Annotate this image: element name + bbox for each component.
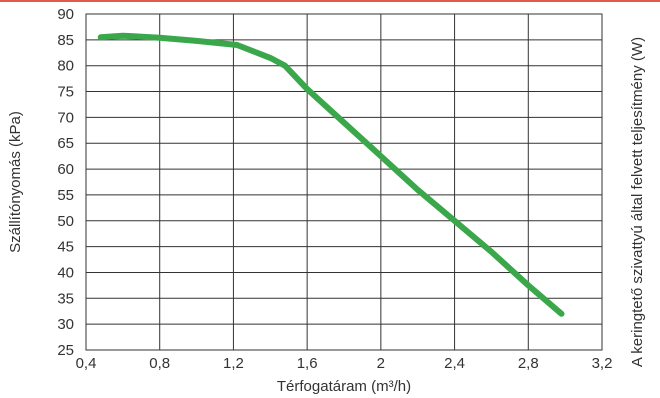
series-point	[558, 311, 564, 317]
series-point	[157, 35, 163, 41]
x-tick-label: 2	[377, 355, 385, 372]
y-tick-label: 85	[57, 32, 74, 49]
series-layer	[97, 32, 565, 317]
y-tick-label: 90	[57, 6, 74, 23]
y-tick-label: 45	[57, 239, 74, 256]
y-tick-label: 60	[57, 161, 74, 178]
x-tick-label: 3,2	[592, 355, 613, 372]
series-point	[525, 282, 531, 288]
x-axis-label: Térfogatáram (m³/h)	[277, 378, 411, 395]
plot-frame	[85, 13, 603, 351]
y-axis-label: Szállítónyomás (kPa)	[7, 111, 24, 253]
series-point	[378, 153, 384, 159]
series-point	[282, 63, 288, 69]
y-tick-label: 65	[57, 135, 74, 152]
series-point	[267, 55, 273, 61]
series-point	[415, 187, 421, 193]
series-point	[304, 86, 310, 92]
y-tick-label: 25	[57, 342, 74, 359]
series-point	[341, 120, 347, 126]
x-axis-ticks: 0,4 0,8 1,2 1,6 2 2,4 2,8 3,2	[76, 355, 613, 372]
y-tick-label: 30	[57, 316, 74, 333]
y-tick-label: 50	[57, 213, 74, 230]
y2-axis-label: A keringtető szivattyú által felvett tel…	[629, 37, 646, 367]
grid	[85, 13, 603, 351]
series-point	[98, 34, 104, 40]
y-tick-label: 75	[57, 84, 74, 101]
series-point	[234, 42, 240, 48]
series-point	[452, 218, 458, 224]
x-tick-label: 1,2	[223, 355, 244, 372]
x-tick-label: 0,8	[149, 355, 170, 372]
y-axis-ticks: 25 30 35 40 45 50 55 60 65 70 75 80 85 90	[57, 6, 74, 359]
y-tick-label: 40	[57, 264, 74, 281]
x-tick-label: 2,8	[518, 355, 539, 372]
x-tick-label: 0,4	[76, 355, 97, 372]
series-point	[120, 33, 126, 39]
y-tick-label: 35	[57, 290, 74, 307]
series-point	[194, 38, 200, 44]
y-tick-label: 80	[57, 58, 74, 75]
top-accent-line	[0, 0, 660, 2]
x-tick-label: 2,4	[444, 355, 465, 372]
y-tick-label: 70	[57, 109, 74, 126]
x-tick-label: 1,6	[297, 355, 318, 372]
series-point	[488, 249, 494, 255]
y-tick-label: 55	[57, 187, 74, 204]
